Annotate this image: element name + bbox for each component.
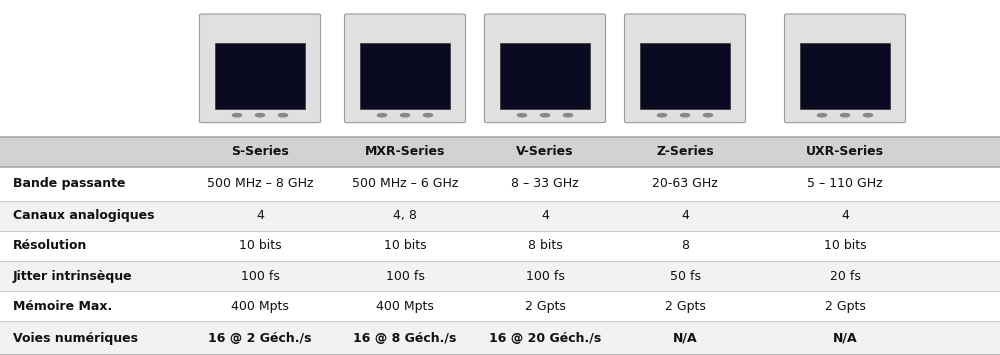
Text: 500 MHz – 8 GHz: 500 MHz – 8 GHz [207, 177, 313, 190]
Circle shape [232, 114, 242, 117]
Text: 16 @ 20 Géch./s: 16 @ 20 Géch./s [489, 332, 601, 345]
Text: Jitter intrinsèque: Jitter intrinsèque [13, 269, 133, 283]
Circle shape [400, 114, 410, 117]
Text: 10 bits: 10 bits [824, 239, 866, 252]
Bar [0, 201, 1000, 231]
FancyBboxPatch shape [200, 14, 320, 123]
Bar [500, 43, 590, 109]
Text: UXR-Series: UXR-Series [806, 145, 884, 158]
Bar [0, 137, 1000, 167]
FancyBboxPatch shape [344, 14, 466, 123]
Text: 100 fs: 100 fs [241, 269, 279, 283]
Text: 4: 4 [681, 209, 689, 222]
Text: Bande passante: Bande passante [13, 177, 126, 190]
Circle shape [540, 114, 550, 117]
Text: 4, 8: 4, 8 [393, 209, 417, 222]
Circle shape [377, 114, 387, 117]
Text: 16 @ 2 Géch./s: 16 @ 2 Géch./s [208, 332, 312, 345]
Text: 8: 8 [681, 239, 689, 252]
Circle shape [703, 114, 713, 117]
Text: 500 MHz – 6 GHz: 500 MHz – 6 GHz [352, 177, 458, 190]
Text: N/A: N/A [833, 332, 857, 345]
FancyBboxPatch shape [485, 14, 606, 123]
Text: 16 @ 8 Géch./s: 16 @ 8 Géch./s [353, 332, 457, 345]
Circle shape [517, 114, 527, 117]
Bar [0, 291, 1000, 321]
Circle shape [680, 114, 690, 117]
Bar [0, 261, 1000, 291]
FancyBboxPatch shape [784, 14, 906, 123]
Circle shape [657, 114, 667, 117]
Text: 2 Gpts: 2 Gpts [825, 300, 865, 313]
Bar [640, 43, 730, 109]
Text: 4: 4 [541, 209, 549, 222]
Text: 10 bits: 10 bits [384, 239, 426, 252]
Text: 4: 4 [256, 209, 264, 222]
Text: N/A: N/A [673, 332, 697, 345]
Text: V-Series: V-Series [516, 145, 574, 158]
Text: 400 Mpts: 400 Mpts [376, 300, 434, 313]
Text: 8 – 33 GHz: 8 – 33 GHz [511, 177, 579, 190]
Text: 20 fs: 20 fs [830, 269, 860, 283]
Text: 5 – 110 GHz: 5 – 110 GHz [807, 177, 883, 190]
Text: Voies numériques: Voies numériques [13, 332, 138, 345]
Text: Canaux analogiques: Canaux analogiques [13, 209, 154, 222]
Circle shape [255, 114, 265, 117]
Circle shape [840, 114, 850, 117]
FancyBboxPatch shape [624, 14, 746, 123]
Text: 4: 4 [841, 209, 849, 222]
Bar [0, 231, 1000, 261]
Text: Mémoire Max.: Mémoire Max. [13, 300, 112, 313]
Bar [800, 43, 890, 109]
Text: 10 bits: 10 bits [239, 239, 281, 252]
Text: 8 bits: 8 bits [528, 239, 562, 252]
Bar [0, 0, 1000, 137]
Text: MXR-Series: MXR-Series [365, 145, 445, 158]
Text: 2 Gpts: 2 Gpts [525, 300, 565, 313]
Text: 2 Gpts: 2 Gpts [665, 300, 705, 313]
Circle shape [278, 114, 288, 117]
Circle shape [423, 114, 433, 117]
Bar [0, 167, 1000, 201]
Bar [0, 321, 1000, 355]
Circle shape [863, 114, 873, 117]
Circle shape [817, 114, 827, 117]
Text: S-Series: S-Series [231, 145, 289, 158]
Bar [360, 43, 450, 109]
Text: 100 fs: 100 fs [526, 269, 564, 283]
Text: Résolution: Résolution [13, 239, 87, 252]
Text: 20-63 GHz: 20-63 GHz [652, 177, 718, 190]
Circle shape [563, 114, 573, 117]
Text: 400 Mpts: 400 Mpts [231, 300, 289, 313]
Text: Z-Series: Z-Series [656, 145, 714, 158]
Bar [215, 43, 305, 109]
Text: 50 fs: 50 fs [670, 269, 700, 283]
Text: 100 fs: 100 fs [386, 269, 424, 283]
